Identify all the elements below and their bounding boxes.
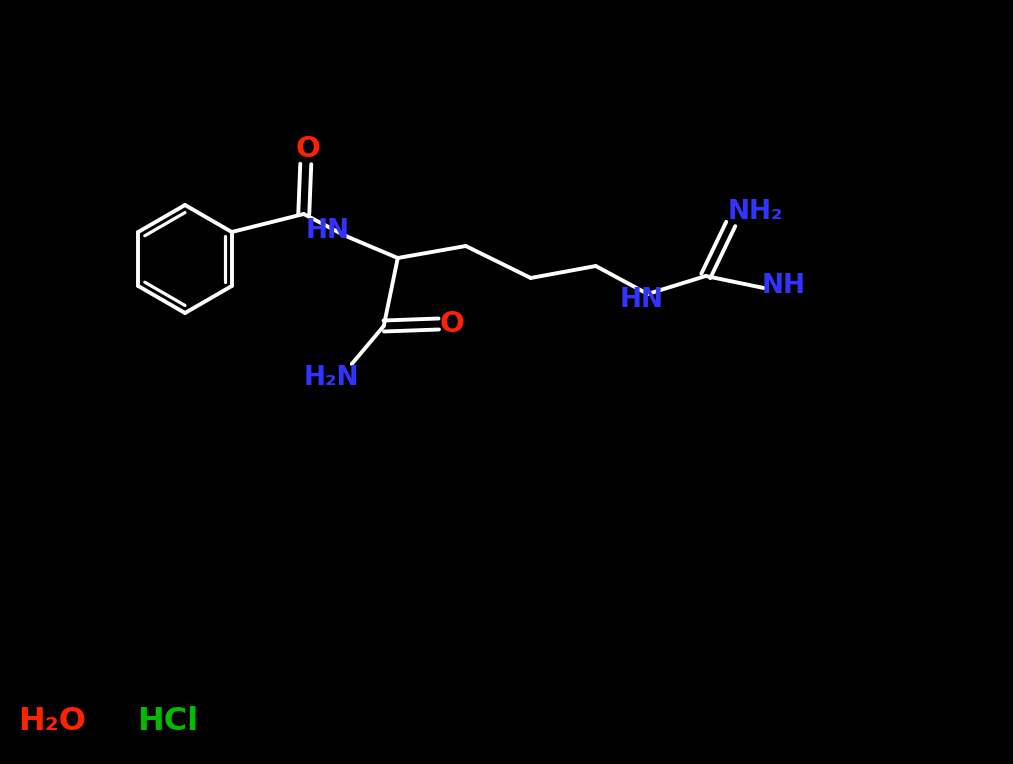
Text: NH₂: NH₂ <box>728 199 783 225</box>
Text: HN: HN <box>620 287 664 313</box>
Text: O: O <box>296 135 320 163</box>
Text: HCl: HCl <box>138 707 199 737</box>
Text: O: O <box>440 310 464 338</box>
Text: NH: NH <box>762 273 805 299</box>
Text: H₂O: H₂O <box>18 707 86 737</box>
Text: HN: HN <box>306 218 349 244</box>
Text: H₂N: H₂N <box>304 365 360 391</box>
